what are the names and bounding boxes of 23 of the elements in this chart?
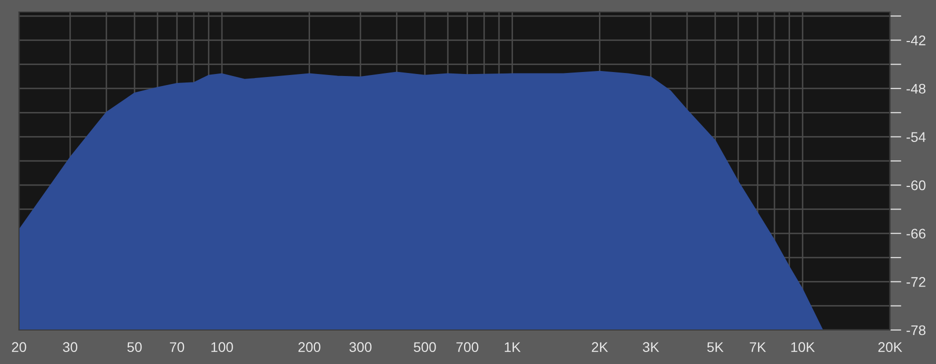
- y-tick-label: -72: [906, 277, 926, 287]
- y-tick-label: -54: [906, 132, 926, 142]
- x-tick-label: 200: [298, 342, 320, 352]
- x-tick-label: 5K: [707, 342, 724, 352]
- x-tick-label: 2K: [592, 342, 608, 352]
- y-tick-label: -66: [906, 228, 926, 239]
- y-tick-label: -60: [906, 180, 926, 190]
- x-tick-label: 20: [12, 342, 26, 352]
- x-tick-label: 1K: [504, 342, 521, 352]
- y-tick-label: -42: [906, 36, 926, 46]
- x-tick-label: 700: [456, 342, 478, 352]
- y-tick-label: -78: [906, 325, 926, 336]
- x-tick-label: 70: [170, 342, 184, 352]
- x-tick-label: 100: [211, 342, 233, 352]
- y-tick-label: -48: [906, 84, 926, 94]
- x-tick-label: 20K: [878, 342, 902, 352]
- x-tick-label: 10K: [791, 342, 815, 352]
- x-tick-label: 300: [349, 342, 372, 352]
- x-tick-label: 30: [62, 342, 78, 352]
- x-tick-label: 3K: [642, 342, 660, 352]
- x-tick-label: 50: [127, 342, 142, 352]
- x-tick-label: 7K: [750, 342, 766, 352]
- x-tick-label: 500: [414, 342, 436, 352]
